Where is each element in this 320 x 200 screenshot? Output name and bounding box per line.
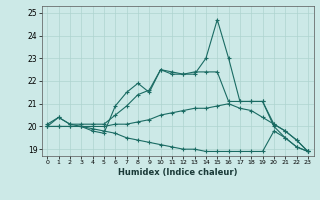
X-axis label: Humidex (Indice chaleur): Humidex (Indice chaleur) [118, 168, 237, 177]
